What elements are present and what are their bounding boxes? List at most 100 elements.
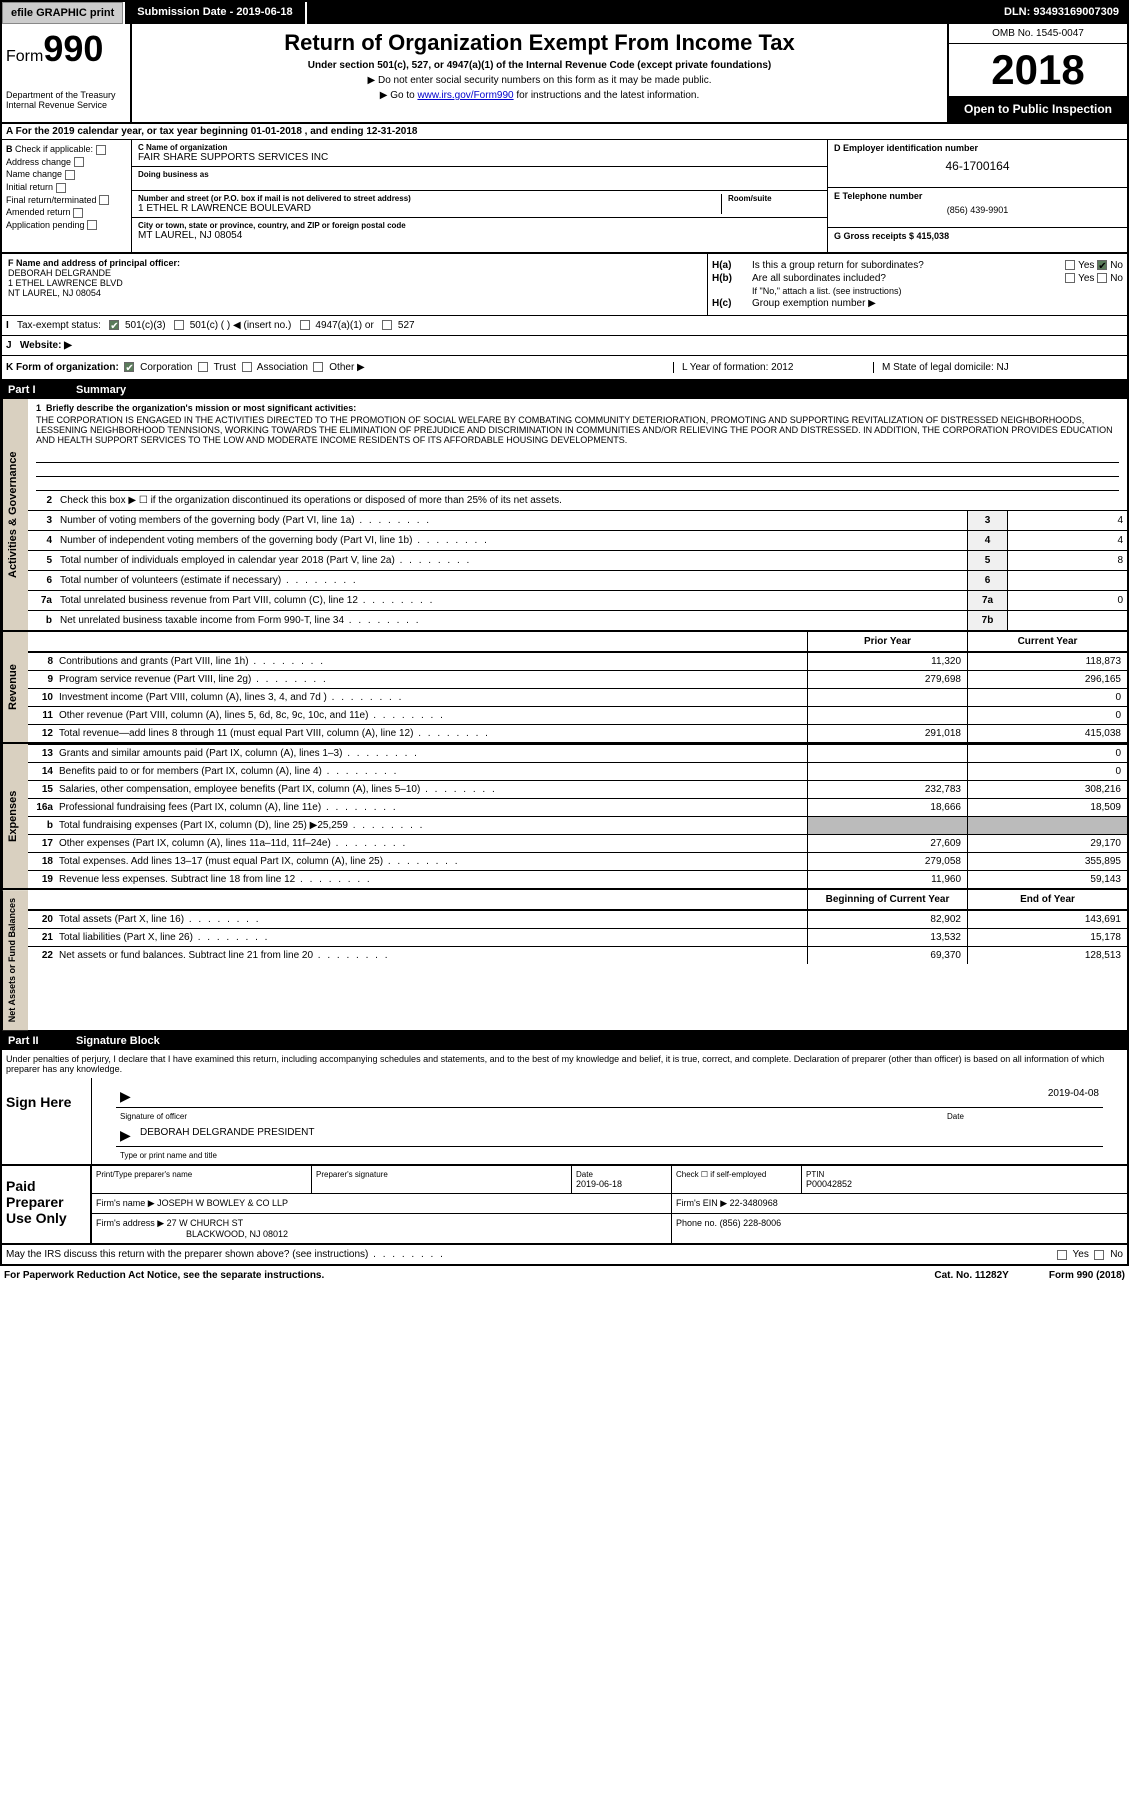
fin-row: 18Total expenses. Add lines 13–17 (must … — [28, 852, 1127, 870]
i-label: I — [6, 320, 9, 331]
cat-no: Cat. No. 11282Y — [934, 1270, 1008, 1281]
prep-name-header: Print/Type preparer's name — [96, 1170, 307, 1179]
chk-501c3[interactable]: ✔ — [109, 320, 119, 330]
form-number: 990 — [43, 28, 103, 69]
h-b-label: H(b) — [712, 273, 752, 284]
chk-trust[interactable] — [198, 362, 208, 372]
summary-row: bNet unrelated business taxable income f… — [28, 610, 1127, 630]
blank-line — [36, 463, 1119, 477]
fin-row: 14Benefits paid to or for members (Part … — [28, 762, 1127, 780]
firm-name: JOSEPH W BOWLEY & CO LLP — [157, 1198, 288, 1208]
side-netassets: Net Assets or Fund Balances — [2, 890, 28, 1030]
form-header: Form990 Department of the Treasury Inter… — [2, 24, 1127, 124]
firm-ein-label: Firm's EIN ▶ — [676, 1198, 727, 1208]
arrow-icon: ▶ — [120, 1088, 140, 1105]
street-address: 1 ETHEL R LAWRENCE BOULEVARD — [138, 203, 721, 214]
self-employed-chk[interactable]: Check ☐ if self-employed — [676, 1170, 797, 1179]
addr-label: Number and street (or P.O. box if mail i… — [138, 194, 721, 203]
sign-here-label: Sign Here — [2, 1078, 92, 1164]
chk-initial-return[interactable]: Initial return — [6, 182, 127, 193]
ptin-header: PTIN — [806, 1170, 1123, 1179]
arrow-icon: ▶ — [120, 1127, 140, 1144]
part2-header: Part II Signature Block — [2, 1032, 1127, 1050]
sig-date: 2019-04-08 — [1048, 1088, 1099, 1105]
chk-501c[interactable] — [174, 320, 184, 330]
checkbox-icon[interactable] — [96, 145, 106, 155]
h-c-text: Group exemption number ▶ — [752, 298, 876, 309]
chk-4947[interactable] — [300, 320, 310, 330]
summary-row: 4Number of independent voting members of… — [28, 530, 1127, 550]
chk-other[interactable] — [313, 362, 323, 372]
chk-pending[interactable]: Application pending — [6, 220, 127, 231]
org-name-label: C Name of organization — [138, 143, 821, 152]
calendar-year-row: A For the 2019 calendar year, or tax yea… — [2, 124, 1127, 140]
room-label: Room/suite — [728, 194, 821, 203]
officer-name: DEBORAH DELGRANDE — [8, 268, 701, 278]
chk-address-change[interactable]: Address change — [6, 157, 127, 168]
blank-line — [36, 449, 1119, 463]
chk-hb-yes[interactable] — [1065, 273, 1075, 283]
submission-date: Submission Date - 2019-06-18 — [123, 2, 306, 24]
firm-ein: 22-3480968 — [730, 1198, 778, 1208]
chk-discuss-no[interactable] — [1094, 1250, 1104, 1260]
firm-addr1: 27 W CHURCH ST — [167, 1218, 244, 1228]
sig-caption: Signature of officer — [96, 1112, 923, 1121]
paid-preparer-label: Paid Preparer Use Only — [2, 1166, 92, 1243]
part1-header: Part I Summary — [2, 381, 1127, 399]
officer-addr1: 1 ETHEL LAWRENCE BLVD — [8, 278, 701, 288]
org-name: FAIR SHARE SUPPORTS SERVICES INC — [138, 152, 821, 163]
omb-number: OMB No. 1545-0047 — [949, 24, 1127, 44]
chk-assoc[interactable] — [242, 362, 252, 372]
fin-row: 21Total liabilities (Part X, line 26)13,… — [28, 928, 1127, 946]
firm-phone-label: Phone no. — [676, 1218, 717, 1228]
fin-row: 15Salaries, other compensation, employee… — [28, 780, 1127, 798]
chk-ha-yes[interactable] — [1065, 260, 1075, 270]
state-domicile: M State of legal domicile: NJ — [873, 362, 1123, 373]
side-activities: Activities & Governance — [2, 399, 28, 630]
efile-print-button[interactable]: efile GRAPHIC print — [2, 2, 123, 24]
side-expenses: Expenses — [2, 744, 28, 888]
irs-label: Internal Revenue Service — [6, 100, 126, 110]
form-title: Return of Organization Exempt From Incom… — [138, 30, 941, 56]
chk-discuss-yes[interactable] — [1057, 1250, 1067, 1260]
begin-year-header: Beginning of Current Year — [807, 890, 967, 909]
officer-label: F Name and address of principal officer: — [8, 258, 701, 268]
fin-row: 13Grants and similar amounts paid (Part … — [28, 744, 1127, 762]
chk-corp[interactable]: ✔ — [124, 362, 134, 372]
firm-addr-label: Firm's address ▶ — [96, 1218, 164, 1228]
fin-row: bTotal fundraising expenses (Part IX, co… — [28, 816, 1127, 834]
chk-final-return[interactable]: Final return/terminated — [6, 195, 127, 206]
form-subtitle: Under section 501(c), 527, or 4947(a)(1)… — [138, 60, 941, 71]
dba-label: Doing business as — [138, 170, 821, 179]
chk-ha-no[interactable]: ✔ — [1097, 260, 1107, 270]
firm-addr2: BLACKWOOD, NJ 08012 — [96, 1229, 288, 1239]
firm-name-label: Firm's name ▶ — [96, 1198, 155, 1208]
j-text: Website: ▶ — [20, 340, 72, 351]
b-letter: B — [6, 144, 13, 154]
gross-receipts: G Gross receipts $ 415,038 — [834, 231, 1121, 241]
ptin-value: P00042852 — [806, 1179, 1123, 1189]
paperwork-notice: For Paperwork Reduction Act Notice, see … — [4, 1270, 894, 1281]
ein-label: D Employer identification number — [834, 143, 1121, 153]
chk-527[interactable] — [382, 320, 392, 330]
chk-name-change[interactable]: Name change — [6, 169, 127, 180]
phone-label: E Telephone number — [834, 191, 1121, 201]
chk-amended[interactable]: Amended return — [6, 207, 127, 218]
h-c-label: H(c) — [712, 298, 752, 309]
prior-year-header: Prior Year — [807, 632, 967, 651]
tax-year: 2018 — [949, 44, 1127, 96]
fin-row: 11Other revenue (Part VIII, column (A), … — [28, 706, 1127, 724]
summary-row: 5Total number of individuals employed in… — [28, 550, 1127, 570]
chk-hb-no[interactable] — [1097, 273, 1107, 283]
city-state-zip: MT LAUREL, NJ 08054 — [138, 230, 821, 241]
summary-row: 7aTotal unrelated business revenue from … — [28, 590, 1127, 610]
irs-link[interactable]: www.irs.gov/Form990 — [417, 90, 513, 101]
officer-addr2: NT LAUREL, NJ 08054 — [8, 288, 701, 298]
dln: DLN: 93493169007309 — [996, 2, 1127, 24]
dept-treasury: Department of the Treasury — [6, 90, 126, 100]
discuss-question: May the IRS discuss this return with the… — [6, 1249, 368, 1260]
form-note-link: ▶ Go to www.irs.gov/Form990 for instruct… — [138, 90, 941, 101]
top-bar: efile GRAPHIC print Submission Date - 20… — [2, 2, 1127, 24]
ein-value: 46-1700164 — [834, 153, 1121, 179]
open-to-public: Open to Public Inspection — [949, 96, 1127, 122]
